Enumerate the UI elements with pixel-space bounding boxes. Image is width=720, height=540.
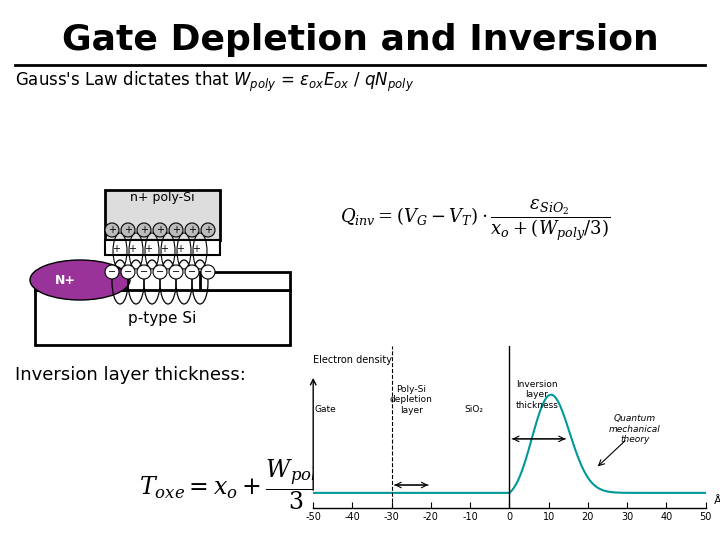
Circle shape	[121, 223, 135, 237]
Text: +: +	[156, 225, 164, 235]
Text: Gate Depletion and Inversion: Gate Depletion and Inversion	[62, 23, 658, 57]
Text: −: −	[108, 267, 116, 277]
Text: n+ poly-Si: n+ poly-Si	[130, 192, 194, 205]
Text: SiO₂: SiO₂	[464, 405, 484, 414]
Circle shape	[153, 223, 167, 237]
Text: −: −	[156, 267, 164, 277]
Text: +: +	[176, 244, 184, 254]
Text: +: +	[160, 244, 168, 254]
Text: +: +	[108, 225, 116, 235]
Circle shape	[105, 223, 119, 237]
Bar	[105, 240, 220, 255]
Text: −: −	[172, 267, 180, 277]
Circle shape	[201, 223, 215, 237]
Ellipse shape	[30, 260, 130, 300]
Text: +: +	[192, 244, 200, 254]
Circle shape	[137, 223, 151, 237]
Bar	[35, 272, 125, 290]
Text: −: −	[124, 267, 132, 277]
Circle shape	[121, 265, 135, 279]
Text: $Q_{inv} = (V_G - V_T) \cdot \dfrac{\varepsilon_{SiO_2}}{x_o + (W_{poly}/3)}$: $Q_{inv} = (V_G - V_T) \cdot \dfrac{\var…	[340, 197, 611, 243]
Text: N+: N+	[55, 273, 76, 287]
Circle shape	[105, 265, 119, 279]
Circle shape	[185, 223, 199, 237]
Text: Gauss's Law dictates that $W_{poly}$ = $\varepsilon_{ox}E_{ox}$ / $qN_{poly}$: Gauss's Law dictates that $W_{poly}$ = $…	[15, 70, 414, 94]
Text: −: −	[140, 267, 148, 277]
Text: +: +	[204, 225, 212, 235]
Text: +: +	[172, 225, 180, 235]
Text: +: +	[112, 244, 120, 254]
Bar	[105, 190, 220, 240]
Text: p-type Si: p-type Si	[128, 310, 196, 326]
Circle shape	[169, 223, 183, 237]
Text: +: +	[144, 244, 152, 254]
Text: $T_{oxe} = x_o + \dfrac{W_{poly}}{3} + \dfrac{T_{inv}}{3}$: $T_{oxe} = x_o + \dfrac{W_{poly}}{3} + \…	[139, 457, 401, 512]
Text: Å: Å	[714, 496, 720, 506]
Text: +: +	[128, 244, 136, 254]
Bar	[35, 290, 290, 345]
Text: −: −	[204, 267, 212, 277]
Circle shape	[169, 265, 183, 279]
Text: +: +	[188, 225, 196, 235]
Text: −: −	[188, 267, 196, 277]
Text: +: +	[124, 225, 132, 235]
Text: +: +	[140, 225, 148, 235]
Bar	[200, 272, 290, 290]
Text: Poly-Si
depletion
layer: Poly-Si depletion layer	[390, 385, 433, 415]
Circle shape	[153, 265, 167, 279]
Text: Inversion
layer
thickness: Inversion layer thickness	[516, 380, 558, 410]
Text: Quantum
mechanical
theory: Quantum mechanical theory	[609, 414, 661, 444]
Circle shape	[137, 265, 151, 279]
Circle shape	[185, 265, 199, 279]
Text: Electron density: Electron density	[313, 355, 392, 366]
Text: Inversion layer thickness:: Inversion layer thickness:	[15, 366, 246, 384]
Text: Gate: Gate	[314, 405, 336, 414]
Circle shape	[201, 265, 215, 279]
